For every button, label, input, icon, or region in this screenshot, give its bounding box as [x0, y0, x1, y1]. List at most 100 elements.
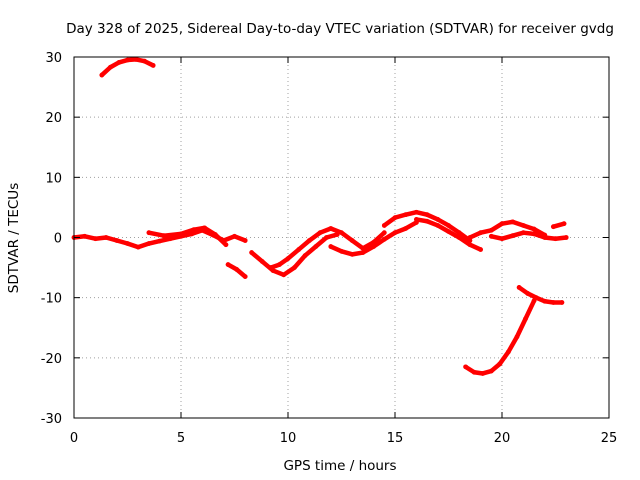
data-point [521, 223, 526, 228]
data-point [103, 235, 109, 240]
y-tick-label: 10 [45, 171, 62, 186]
data-point [324, 235, 329, 240]
data-point [317, 230, 323, 236]
data-point [242, 274, 248, 280]
data-point [499, 236, 505, 242]
data-point [403, 226, 409, 231]
data-point [225, 262, 231, 267]
data-point [435, 217, 441, 222]
data-point [313, 244, 319, 249]
data-point [488, 368, 494, 374]
data-layer [71, 57, 569, 376]
data-point [446, 223, 451, 228]
data-point [242, 238, 248, 243]
y-tick-label: 30 [45, 51, 62, 66]
y-tick-label: -10 [41, 292, 62, 307]
data-point [381, 223, 387, 228]
data-point [514, 334, 520, 340]
data-point [146, 230, 152, 236]
chart-title: Day 328 of 2025, Sidereal Day-to-day VTE… [66, 21, 614, 37]
data-point [167, 236, 173, 242]
y-tick-label: -20 [41, 352, 62, 367]
data-point [339, 248, 344, 254]
data-point [349, 238, 355, 243]
data-point [525, 291, 531, 296]
data-point [178, 231, 184, 237]
data-point [133, 57, 139, 62]
data-point [531, 231, 537, 237]
data-point [292, 265, 297, 270]
data-point [531, 226, 537, 232]
data-point [142, 58, 148, 64]
data-point [249, 250, 255, 255]
data-point [268, 265, 274, 270]
data-point [107, 64, 113, 70]
data-point [467, 242, 473, 248]
data-point [506, 349, 511, 355]
data-point [93, 236, 98, 242]
data-point [403, 212, 409, 218]
data-point [463, 364, 469, 370]
x-tick-label: 0 [70, 431, 78, 446]
data-point [550, 224, 556, 230]
data-point [146, 241, 152, 246]
x-tick-label: 25 [601, 431, 618, 446]
data-point [99, 72, 105, 78]
data-point [328, 244, 334, 249]
data-point [424, 212, 430, 218]
data-point [446, 229, 451, 234]
data-point [456, 235, 462, 240]
data-point [302, 253, 308, 258]
data-point [150, 63, 156, 68]
data-point [161, 233, 167, 239]
data-point [497, 361, 503, 367]
data-point [456, 230, 462, 236]
data-point [533, 295, 539, 301]
data-point [488, 233, 494, 239]
x-tick-label: 5 [177, 431, 185, 446]
data-point [281, 272, 287, 278]
data-point [478, 247, 483, 252]
data-point [191, 227, 197, 233]
data-point [232, 233, 237, 239]
data-point [339, 230, 344, 236]
y-tick-label: -30 [41, 412, 62, 427]
data-point [542, 298, 548, 304]
data-point [392, 230, 398, 236]
data-point [234, 266, 240, 272]
data-point [553, 236, 558, 242]
data-point [125, 57, 130, 63]
data-point [435, 223, 441, 228]
data-point [424, 218, 430, 224]
y-tick-label: 20 [45, 111, 62, 126]
data-point [478, 230, 483, 236]
data-point [223, 242, 229, 248]
data-point [202, 225, 207, 231]
data-point [82, 233, 88, 239]
data-point [328, 226, 334, 231]
data-point [349, 251, 355, 257]
data-point [116, 60, 122, 65]
data-point [360, 250, 366, 255]
data-point [296, 247, 302, 252]
data-point [561, 221, 567, 227]
data-point [414, 217, 419, 222]
data-point [414, 209, 419, 215]
data-point [510, 233, 516, 239]
data-point [381, 230, 387, 236]
data-point [157, 238, 163, 244]
data-point [285, 256, 291, 261]
data-point [114, 238, 120, 243]
data-point [277, 262, 282, 267]
data-point [542, 235, 548, 240]
data-point [135, 244, 141, 250]
data-point [488, 227, 494, 233]
data-point [471, 369, 477, 375]
data-point [212, 232, 218, 237]
data-point [480, 371, 486, 376]
data-point [307, 238, 312, 243]
data-point [259, 259, 265, 264]
data-point [516, 285, 522, 290]
x-tick-label: 20 [494, 431, 511, 446]
